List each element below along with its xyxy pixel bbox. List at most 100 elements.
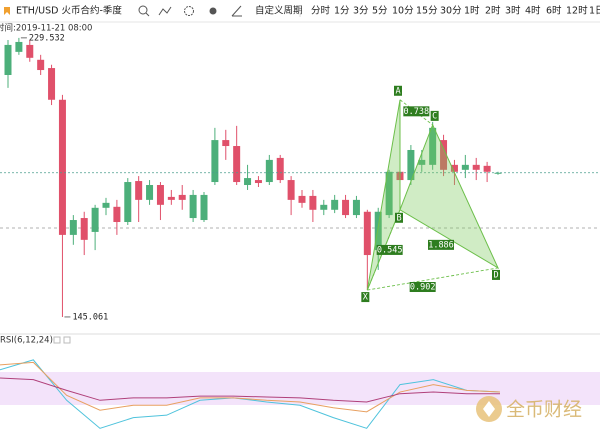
candle-body — [472, 164, 480, 170]
candle-body — [222, 140, 230, 147]
rsi-line — [0, 361, 501, 413]
search-icon[interactable] — [145, 12, 150, 17]
period-button[interactable]: 3时 — [505, 5, 521, 17]
period-button[interactable]: 3分 — [353, 6, 369, 17]
pattern-point-label: C — [432, 111, 437, 121]
candle-body — [156, 185, 164, 205]
ratio-box — [376, 244, 403, 255]
period-button[interactable]: 1分 — [334, 6, 350, 17]
period-button[interactable]: 2时 — [485, 5, 501, 17]
candle-body — [4, 44, 12, 75]
rsi-line — [0, 377, 500, 403]
candle-body — [69, 220, 77, 235]
candle-body — [450, 164, 458, 172]
pattern-point-label: B — [396, 213, 401, 223]
candle-body — [374, 211, 382, 251]
candle-body — [211, 140, 219, 183]
draw-icon[interactable] — [231, 5, 242, 17]
high-label: 229.532 — [29, 33, 65, 43]
search-icon[interactable] — [138, 5, 148, 15]
period-button[interactable]: 12时 — [566, 5, 588, 17]
pattern-point-box — [395, 212, 403, 223]
candle-body — [113, 206, 121, 223]
candle-body — [135, 181, 143, 200]
period-button[interactable]: 6时 — [546, 5, 562, 17]
period-button[interactable]: 分时 — [311, 5, 331, 17]
pattern-leg — [367, 267, 499, 291]
candle-body — [429, 127, 437, 165]
period-button[interactable]: 1日 — [589, 6, 600, 17]
pattern-bcd — [399, 123, 500, 270]
candle-body — [265, 159, 273, 183]
candle-body — [309, 195, 317, 210]
candle-body — [494, 172, 502, 174]
ratio-label: 0.902 — [410, 283, 436, 293]
candle-body — [102, 202, 110, 208]
candle-body — [342, 199, 350, 216]
pattern-point-box — [361, 292, 370, 303]
candle-body — [167, 196, 175, 200]
crosshair-time: 时间:2019-11-21 08:00 — [0, 23, 92, 34]
candle-body — [91, 207, 99, 232]
watermark: 全币财经 — [506, 399, 582, 421]
candle-body — [320, 204, 328, 210]
candle-body — [483, 165, 491, 172]
pattern-point-label: A — [395, 86, 400, 96]
candle-body — [418, 159, 426, 165]
pattern-point-label: X — [363, 293, 369, 303]
candle-body — [189, 194, 197, 219]
candle-body — [58, 99, 66, 235]
settings-icon[interactable] — [184, 6, 194, 16]
ratio-label: 0.545 — [377, 245, 403, 255]
period-button[interactable]: 30分 — [440, 6, 462, 17]
pattern-point-box — [492, 269, 500, 280]
low-label: 145.061 — [72, 312, 108, 322]
candle-body — [26, 44, 34, 58]
ratio-label: 0.738 — [404, 107, 430, 117]
rsi-line — [0, 359, 501, 429]
period-button[interactable]: 1时 — [464, 5, 480, 17]
candle-body — [80, 218, 88, 240]
candle-body — [331, 199, 339, 210]
candle-body — [178, 194, 186, 200]
custom-period[interactable]: 自定义周期 — [255, 5, 303, 17]
ratio-label: 1.886 — [428, 240, 454, 250]
candle-body — [461, 164, 469, 170]
watermark-logo — [483, 401, 495, 417]
candle-body — [48, 68, 56, 100]
pattern-point-label: D — [493, 270, 498, 280]
pattern-point-box — [394, 85, 402, 96]
candle-body — [385, 171, 393, 216]
symbol[interactable]: ETH/USD 火币合约-季度 — [16, 5, 122, 17]
period-button[interactable]: 10分 — [392, 6, 414, 17]
candle-body — [298, 195, 306, 203]
indicator-icon[interactable] — [158, 6, 172, 16]
candle-body — [440, 140, 448, 170]
rsi-band — [0, 372, 600, 405]
candle-body — [352, 199, 360, 216]
period-button[interactable]: 15分 — [416, 6, 438, 17]
theme-icon[interactable] — [209, 7, 217, 15]
ratio-box — [403, 106, 430, 117]
candle-body — [146, 185, 154, 200]
pattern-leg — [366, 209, 401, 291]
ratio-box — [409, 282, 436, 293]
rsi-settings[interactable] — [53, 336, 61, 344]
candle-body — [37, 59, 45, 71]
candle-body — [233, 146, 241, 183]
candle-body — [363, 211, 371, 256]
period-button[interactable]: 5分 — [372, 6, 388, 17]
period-button[interactable]: 4时 — [525, 5, 541, 17]
rsi-label: RSI(6,12,24) — [0, 336, 53, 346]
ratio-box — [428, 239, 454, 250]
candle-body — [287, 180, 295, 200]
candle-body — [15, 41, 23, 52]
pattern-xab — [366, 99, 401, 291]
candle-body — [407, 149, 415, 181]
candle-body — [244, 178, 252, 186]
bookmark-icon[interactable] — [4, 7, 10, 15]
pattern-point-box — [430, 110, 439, 121]
candle-body — [124, 182, 132, 223]
rsi-close[interactable] — [63, 336, 71, 344]
